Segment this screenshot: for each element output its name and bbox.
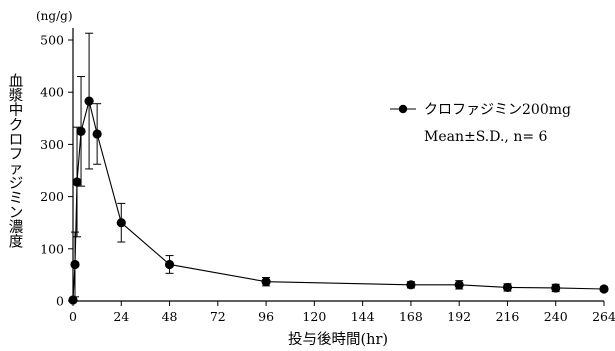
y-axis-title-char: ロ <box>9 132 24 148</box>
x-tick-label: 192 <box>447 309 471 324</box>
y-tick-label: 200 <box>40 189 64 204</box>
y-tick-label: 0 <box>56 294 64 309</box>
x-tick-label: 264 <box>592 309 615 324</box>
y-axis-title-char: ク <box>9 117 24 134</box>
legend-entry-series: クロファジミン200mg <box>424 102 571 118</box>
y-tick-label: 500 <box>40 33 64 48</box>
data-point <box>76 126 86 136</box>
series-group <box>68 32 609 305</box>
y-tick-label: 300 <box>40 137 64 152</box>
y-axis-title-char: 中 <box>9 102 24 119</box>
data-point <box>72 177 82 187</box>
data-point <box>116 218 126 228</box>
y-axis-title-char: フ <box>9 147 24 163</box>
data-point <box>70 259 80 270</box>
y-unit-label: (ng/g) <box>36 9 73 23</box>
x-tick-label: 24 <box>113 309 129 324</box>
data-point <box>92 129 102 139</box>
y-axis-title-char: ミ <box>9 191 24 207</box>
y-axis-title-char: ン <box>9 205 24 221</box>
y-axis-title-char: ジ <box>9 176 24 192</box>
x-tick-label: 168 <box>399 309 423 324</box>
y-axis-title-char: 度 <box>9 234 24 251</box>
x-axis-title: 投与後時間(hr) <box>288 331 388 348</box>
x-tick-label: 96 <box>258 309 274 324</box>
y-axis-title-char: 濃 <box>9 219 24 236</box>
legend-entry-stats: Mean±S.D., n= 6 <box>424 129 548 145</box>
data-point <box>454 280 464 290</box>
x-ticks: 0 24 48 72 96 120 144 168 192 216 240 264 <box>69 301 615 324</box>
x-tick-label: 144 <box>351 309 375 324</box>
x-tick-label: 72 <box>210 309 226 324</box>
y-axis-title-char: 漿 <box>9 88 24 105</box>
data-point <box>84 96 94 106</box>
y-tick-label: 100 <box>40 241 64 256</box>
x-tick-label: 0 <box>69 309 77 324</box>
x-tick-label: 48 <box>162 309 178 324</box>
data-point <box>406 280 416 290</box>
data-point <box>68 295 78 305</box>
x-tick-label: 120 <box>302 309 326 324</box>
data-point <box>551 283 561 293</box>
x-tick-label: 216 <box>496 309 520 324</box>
y-ticks: 0 100 200 300 400 500 <box>40 33 73 309</box>
data-point <box>502 282 513 293</box>
data-point <box>599 284 609 294</box>
y-tick-label: 400 <box>40 85 64 100</box>
data-point <box>261 277 271 287</box>
y-axis-title-char: 血 <box>9 73 24 90</box>
x-tick-label: 240 <box>544 309 568 324</box>
legend: クロファジミン200mg Mean±S.D., n= 6 <box>390 102 571 145</box>
legend-marker <box>398 104 408 114</box>
series-line <box>72 100 605 300</box>
data-point <box>164 259 175 270</box>
y-axis-title-char: ァ <box>9 162 24 178</box>
